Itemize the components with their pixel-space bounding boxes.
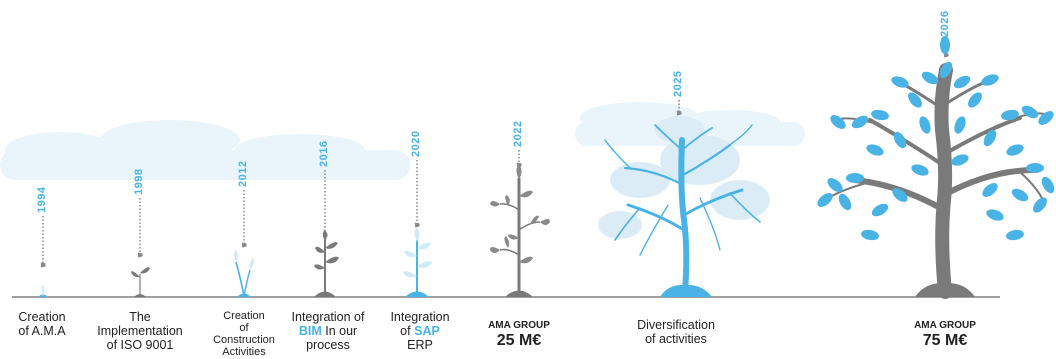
year-2020: 2020 [410, 130, 422, 157]
year-2026: 2026 [939, 10, 951, 37]
sap-highlight: SAP [414, 324, 440, 338]
milestone-label-2016: Integration of BIM In our process [291, 310, 365, 352]
year-2022: 2022 [512, 120, 524, 147]
milestone-label-1998: The Implementation of ISO 9001 [97, 310, 183, 352]
plant-1994 [38, 286, 48, 297]
year-2012: 2012 [237, 160, 249, 187]
tree-2025 [598, 116, 770, 297]
year-2025: 2025 [672, 70, 684, 97]
milestone-label-2026: AMA GROUP 75 M€ [914, 320, 976, 349]
plant-2022 [490, 165, 550, 297]
plant-2016 [314, 230, 339, 297]
year-2016: 2016 [318, 140, 330, 167]
milestone-label-2025: Diversification of activities [637, 318, 715, 346]
year-1994: 1994 [36, 186, 48, 213]
plant-2012 [234, 250, 254, 297]
milestone-label-1994: Creation of A.M.A [18, 310, 66, 338]
milestone-label-2020: Integration of SAP ERP [390, 310, 450, 352]
plant-1998 [131, 267, 150, 297]
milestone-label-2012: Creation of Construction Activities [213, 310, 275, 358]
tree-2026 [817, 36, 1055, 299]
year-1998: 1998 [133, 168, 145, 195]
milestone-label-2022: AMA GROUP 25 M€ [488, 320, 550, 349]
year-connectors [40, 42, 949, 268]
cloud-left [0, 120, 410, 180]
plant-2020 [403, 228, 432, 297]
bim-highlight: BIM [298, 324, 322, 338]
